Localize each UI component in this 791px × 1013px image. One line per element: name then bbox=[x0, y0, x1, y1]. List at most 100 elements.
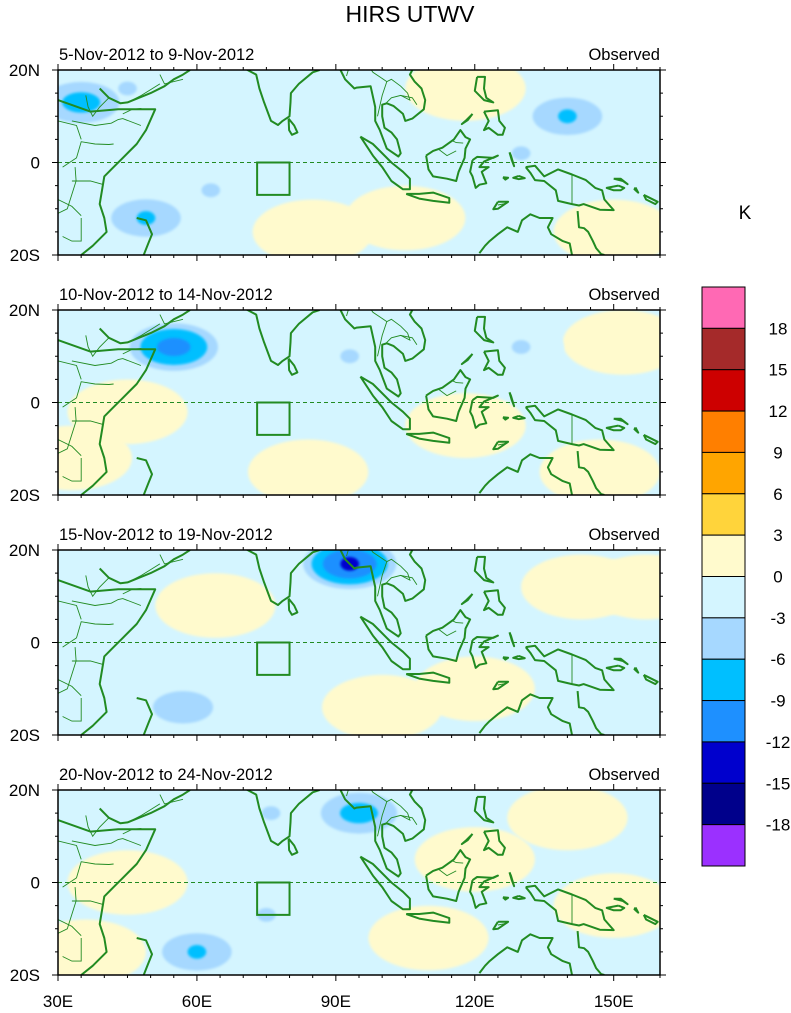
coastline bbox=[405, 191, 451, 204]
coastline bbox=[512, 654, 526, 661]
coastline bbox=[460, 353, 474, 366]
anomaly-contour bbox=[562, 310, 660, 375]
country-border bbox=[437, 628, 457, 637]
coastline bbox=[98, 790, 191, 825]
coastline bbox=[524, 164, 615, 212]
coastline bbox=[405, 431, 451, 444]
coastline bbox=[473, 315, 495, 344]
country-border bbox=[58, 887, 77, 934]
coastline bbox=[642, 674, 659, 686]
country-border bbox=[437, 388, 457, 397]
coastline bbox=[224, 790, 320, 846]
colorbar-label: 6 bbox=[773, 485, 782, 504]
coastline bbox=[613, 897, 629, 906]
coastline bbox=[576, 451, 605, 495]
coastline bbox=[478, 693, 573, 735]
country-border bbox=[377, 561, 388, 597]
anomaly-contour bbox=[345, 185, 466, 251]
country-border bbox=[71, 598, 142, 606]
country-border bbox=[377, 81, 388, 117]
colorbar-label: -15 bbox=[766, 774, 791, 793]
coastline bbox=[576, 691, 605, 735]
colorbar-label: 12 bbox=[769, 402, 788, 421]
anomaly-contour bbox=[507, 790, 628, 851]
colorbar-swatch bbox=[701, 824, 746, 867]
coastline bbox=[287, 837, 299, 856]
country-border bbox=[62, 381, 114, 408]
country-border bbox=[62, 861, 114, 888]
coastline bbox=[224, 310, 320, 366]
coastline bbox=[613, 657, 629, 666]
coastline bbox=[508, 871, 516, 888]
x-tick-label: 60E bbox=[182, 992, 212, 1011]
y-tick-label: 0 bbox=[31, 154, 40, 173]
colorbar-swatch bbox=[701, 451, 746, 495]
colorbar-units: K bbox=[739, 203, 752, 224]
coastline bbox=[58, 819, 157, 975]
country-border bbox=[58, 600, 82, 620]
coastline bbox=[359, 855, 411, 911]
coastline bbox=[483, 109, 506, 136]
country-border bbox=[370, 70, 411, 106]
anomaly-contour bbox=[58, 425, 132, 491]
anomaly-contour bbox=[247, 439, 369, 495]
coastline bbox=[492, 920, 510, 931]
colorbar-label: -12 bbox=[766, 733, 791, 752]
country-border bbox=[159, 554, 184, 565]
coastline bbox=[469, 874, 499, 909]
coastline bbox=[492, 680, 510, 691]
coastline bbox=[425, 609, 472, 662]
coastline bbox=[359, 375, 411, 431]
map-panel-3: 20N 0 20S 15-Nov-2012 to 19-Nov-2012 Observe… bbox=[9, 526, 666, 745]
country-border bbox=[370, 550, 411, 586]
country-border bbox=[71, 838, 142, 846]
x-tick-label: 90E bbox=[321, 992, 351, 1011]
coastline bbox=[478, 453, 573, 495]
country-border bbox=[62, 698, 82, 722]
coastline bbox=[224, 70, 320, 126]
country-border bbox=[58, 120, 82, 140]
coastline bbox=[136, 937, 153, 975]
coastline bbox=[502, 416, 510, 421]
coastline bbox=[605, 904, 626, 912]
country-border bbox=[71, 900, 103, 905]
country-border bbox=[62, 141, 114, 168]
coastline bbox=[405, 671, 451, 684]
coastline bbox=[473, 795, 495, 824]
colorbar-label: 18 bbox=[769, 319, 788, 338]
colorbar-swatch bbox=[701, 534, 746, 578]
coastline bbox=[478, 213, 573, 255]
axis-ticks bbox=[52, 64, 666, 261]
coastline bbox=[502, 896, 510, 901]
anomaly-contour bbox=[322, 674, 443, 735]
anomaly-contour bbox=[62, 92, 101, 113]
y-tick-label: 20N bbox=[9, 61, 40, 80]
anomaly-contour bbox=[340, 349, 360, 364]
colorbar-swatch bbox=[701, 576, 746, 619]
country-border bbox=[85, 575, 110, 598]
country-border bbox=[159, 314, 184, 325]
x-tick-label: 120E bbox=[455, 992, 495, 1011]
y-tick-label: 20N bbox=[9, 541, 40, 560]
country-border bbox=[58, 439, 82, 457]
anomaly-contour bbox=[152, 691, 214, 724]
country-border bbox=[62, 621, 114, 648]
country-border bbox=[71, 358, 142, 366]
coastline bbox=[642, 434, 659, 446]
anomaly-contour bbox=[585, 554, 660, 620]
coastline bbox=[512, 894, 526, 901]
coastline bbox=[508, 151, 516, 168]
coastline bbox=[359, 135, 411, 191]
coastline bbox=[58, 99, 157, 255]
coastline bbox=[98, 310, 191, 345]
colorbar-swatch bbox=[701, 658, 746, 702]
anomaly-contour bbox=[67, 379, 188, 445]
anomaly-contour bbox=[67, 850, 188, 915]
colorbar-swatch bbox=[701, 369, 746, 412]
anomaly-contour bbox=[561, 645, 638, 687]
coastline bbox=[58, 339, 157, 495]
country-border bbox=[71, 180, 103, 185]
country-border bbox=[377, 801, 388, 837]
